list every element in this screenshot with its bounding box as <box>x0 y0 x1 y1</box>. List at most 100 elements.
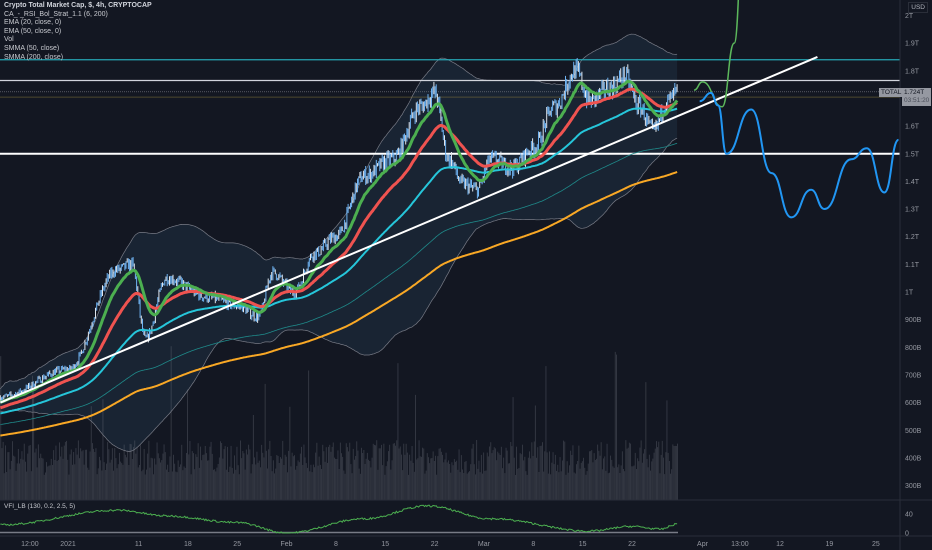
volume-bar <box>404 454 406 500</box>
volume-bar <box>150 457 152 500</box>
volume-bar <box>250 473 252 500</box>
volume-bar <box>670 473 671 500</box>
volume-bar <box>235 469 237 500</box>
volume-bar <box>124 454 126 500</box>
volume-bars <box>0 346 678 500</box>
volume-bar <box>30 471 32 500</box>
volume-bar <box>341 453 342 500</box>
volume-bar <box>146 469 147 500</box>
volume-bar <box>470 464 472 500</box>
volume-bar <box>668 461 670 500</box>
volume-bar <box>632 466 634 500</box>
volume-bar <box>115 458 117 500</box>
volume-bar <box>352 448 354 500</box>
volume-bar <box>220 441 221 500</box>
volume-bar <box>571 455 573 500</box>
volume-bar <box>430 458 432 500</box>
volume-bar <box>6 472 8 500</box>
volume-bar <box>426 453 428 500</box>
smma-slow-line <box>0 142 678 425</box>
volume-bar <box>144 474 146 500</box>
volume-bar <box>271 471 273 500</box>
volume-bar <box>565 474 567 500</box>
volume-bar <box>363 450 365 500</box>
volume-bar <box>15 470 17 500</box>
volume-bar <box>653 452 655 500</box>
smma50-line <box>0 107 678 415</box>
horizontal-levels[interactable] <box>0 59 900 155</box>
volume-bar <box>113 470 114 500</box>
volume-bar <box>520 454 522 500</box>
volume-bar <box>288 450 290 500</box>
indicator-label[interactable]: CA_-_RSI_Bol_Strat_1.1 (6, 200) <box>4 10 108 18</box>
volume-bar <box>492 450 494 500</box>
volume-bar <box>464 461 466 500</box>
volume-bar <box>442 454 443 500</box>
volume-bar <box>189 441 191 500</box>
vfi-legend[interactable]: VFI_LB (130, 0.2, 2.5, 5) <box>4 503 76 510</box>
volume-bar <box>36 467 38 500</box>
volume-bar <box>518 467 520 500</box>
volume-bar <box>546 452 548 500</box>
volume-bar <box>630 443 631 500</box>
indicator-label[interactable]: SMMA (200, close) <box>4 53 64 61</box>
volume-bar <box>81 451 83 500</box>
symbol-title[interactable]: Crypto Total Market Cap, $, 4h, CRYPTOCA… <box>4 2 152 9</box>
volume-bar <box>386 461 388 500</box>
volume-bar <box>222 458 224 500</box>
indicator-label[interactable]: EMA (50, close, 0) <box>4 27 62 35</box>
price-tick-label: 1.3T <box>905 207 920 214</box>
volume-bar <box>472 443 474 500</box>
volume-bar <box>417 458 419 500</box>
volume-bar <box>317 465 319 500</box>
volume-bar <box>604 456 606 500</box>
volume-bar <box>448 460 449 500</box>
volume-bar <box>368 459 369 500</box>
volume-bar <box>163 444 165 500</box>
volume-bar <box>40 453 42 500</box>
drawings[interactable] <box>0 0 900 404</box>
volume-bar <box>583 457 584 500</box>
projection-path-green <box>693 0 740 108</box>
volume-bar <box>103 462 105 500</box>
volume-bar <box>384 474 386 500</box>
indicator-label[interactable]: EMA (20, close, 0) <box>4 19 62 27</box>
volume-bar <box>161 460 163 500</box>
volume-bar <box>486 452 488 500</box>
indicator-label[interactable]: Vol <box>4 36 14 44</box>
trend-line <box>0 56 818 404</box>
volume-bar <box>540 445 542 500</box>
volume-bar <box>296 465 298 500</box>
volume-bar <box>110 459 112 500</box>
volume-bar <box>611 459 613 500</box>
volume-bar <box>543 471 545 500</box>
volume-bar <box>69 454 71 500</box>
price-tick-label: 400B <box>905 455 922 462</box>
volume-bar <box>409 454 411 500</box>
time-tick-label: Apr <box>697 541 709 548</box>
volume-bar <box>319 464 321 500</box>
volume-bar <box>339 442 341 500</box>
volume-bar <box>633 465 635 500</box>
volume-bar <box>178 466 180 500</box>
volume-bar <box>512 397 514 500</box>
volume-bar <box>443 462 445 500</box>
indicator-label[interactable]: SMMA (50, close) <box>4 44 60 52</box>
volume-bar <box>9 469 11 500</box>
volume-bar <box>298 462 300 500</box>
volume-bar <box>590 451 592 500</box>
volume-bar <box>23 443 25 500</box>
volume-bar <box>280 457 281 500</box>
volume-bar <box>369 461 371 500</box>
volume-bar <box>483 452 485 500</box>
price-tick-label: 1.2T <box>905 234 920 241</box>
volume-bar <box>485 470 487 500</box>
volume-bar <box>446 462 448 500</box>
currency-button[interactable]: USD <box>908 2 928 13</box>
volume-bar <box>610 455 611 500</box>
volume-bar <box>87 467 89 500</box>
price-tick-label: 1T <box>905 290 914 297</box>
volume-bar <box>613 467 615 500</box>
volume-bar <box>282 440 284 500</box>
